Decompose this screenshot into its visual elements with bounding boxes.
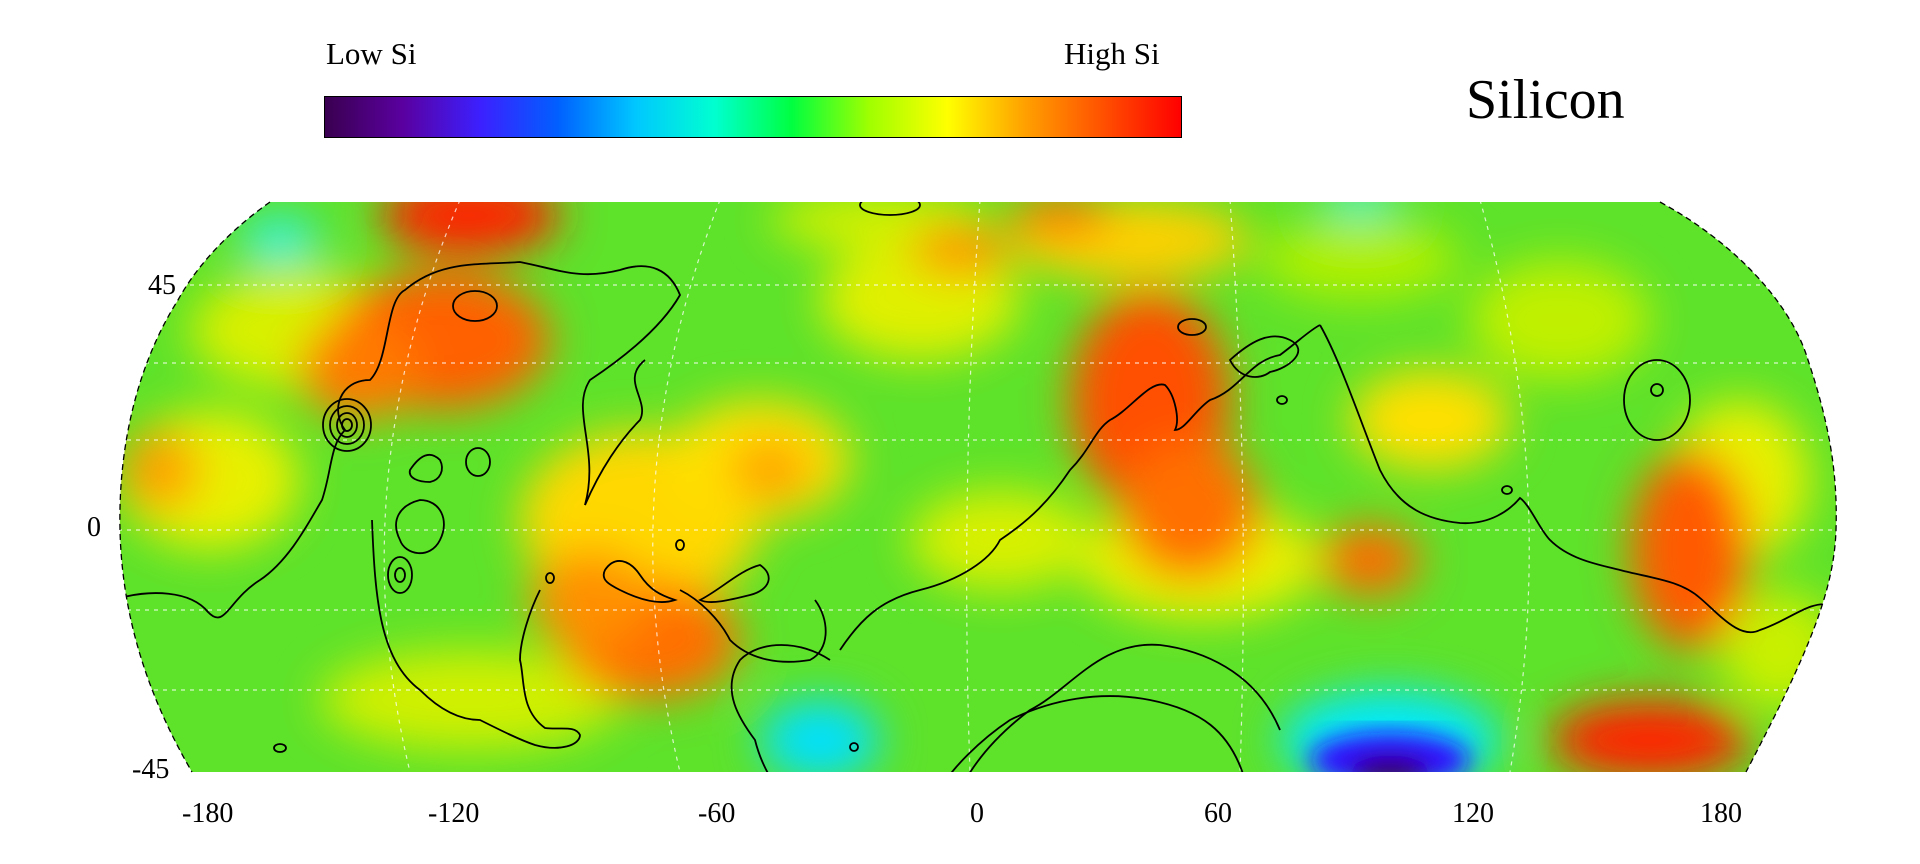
map-title: Silicon (1466, 69, 1625, 131)
color-scale-bar (324, 96, 1182, 138)
map-outline-right (1659, 201, 1837, 773)
lat-tick-45: 45 (148, 270, 176, 301)
color-scale-high-label: High Si (1064, 36, 1160, 71)
contour-lines (119, 202, 1831, 772)
lon-tick-120: 120 (1452, 798, 1494, 829)
abundance-minimum (1310, 732, 1470, 772)
color-scale-low-label: Low Si (326, 36, 417, 71)
lon-tick-60: 60 (1204, 798, 1232, 829)
lon-tick-minus-180: -180 (182, 798, 234, 829)
lon-tick-minus-60: -60 (698, 798, 736, 829)
lat-tick-minus-45: -45 (132, 754, 170, 785)
map-field (119, 202, 1837, 772)
abundance-blobs (120, 202, 1837, 772)
lon-tick-0: 0 (970, 798, 984, 829)
lon-tick-180: 180 (1700, 798, 1742, 829)
lon-tick-minus-120: -120 (428, 798, 480, 829)
graticule (119, 202, 1837, 772)
lat-tick-0: 0 (87, 512, 101, 543)
map-outline-left (119, 201, 271, 773)
